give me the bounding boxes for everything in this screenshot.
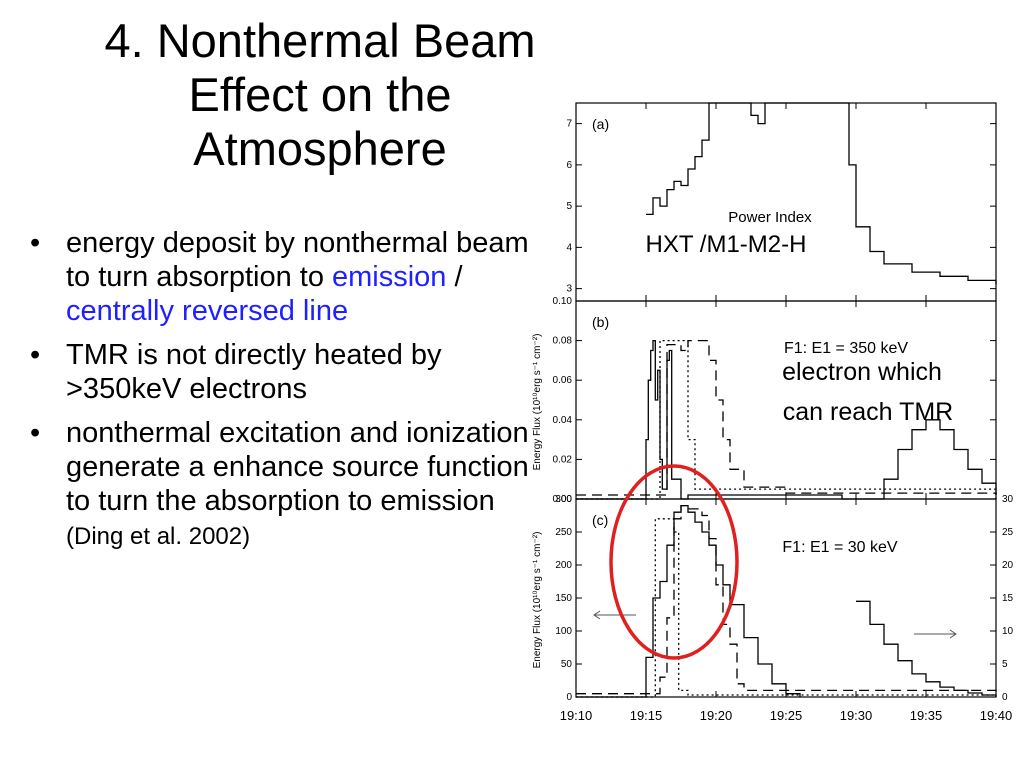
y-tick-label: 0 bbox=[566, 692, 572, 703]
bullet-glyph: • bbox=[30, 339, 41, 371]
y-tick-label: 200 bbox=[555, 560, 572, 571]
panel-frame bbox=[575, 102, 997, 302]
bullet-item-1: • energy deposit by nonthermal beam to t… bbox=[24, 226, 534, 328]
panel-annotation: F1: E1 = 350 keV bbox=[784, 340, 908, 357]
left-axis-arrow bbox=[593, 610, 636, 620]
y-tick-label: 7 bbox=[566, 119, 572, 130]
x-tick-label: 19:15 bbox=[630, 708, 663, 723]
panel-b: 0.00 0.02 0.04 0.06 0.08 0.10 (b) F1: E1 = 350 … bbox=[532, 296, 997, 505]
x-tick-label: 19:35 bbox=[910, 708, 943, 723]
series-line-solid bbox=[646, 102, 997, 285]
y-axis-label: Energy Flux (10¹⁰erg s⁻¹ cm⁻²) bbox=[532, 532, 543, 669]
slide-title: 4. Nonthermal Beam Effect on the Atmosph… bbox=[40, 14, 600, 176]
series-line-dashed bbox=[576, 339, 997, 496]
panel-frame bbox=[575, 498, 997, 698]
y-tick-label: 0.04 bbox=[553, 415, 573, 426]
y2-tick-label: 0 bbox=[1002, 692, 1008, 703]
bullet-text: TMR is not directly heated by >350keV el… bbox=[66, 339, 442, 405]
bullet-highlight-emission: emission bbox=[332, 261, 447, 293]
x-tick-label: 19:40 bbox=[980, 708, 1013, 723]
y-tick-label: 3 bbox=[566, 284, 572, 295]
y2-tick-label: 30 bbox=[1002, 494, 1014, 505]
bullet-text: energy deposit by nonthermal beam to tur… bbox=[66, 227, 529, 293]
x-tick-label: 19:25 bbox=[770, 708, 803, 723]
series-line-dashed bbox=[576, 504, 997, 695]
panel-a: 3 4 5 6 7 (a) Power Index HXT /M1-M2-H bbox=[566, 102, 997, 302]
overlay-label: HXT /M1-M2-H bbox=[646, 231, 807, 258]
y-tick-label: 0.00 bbox=[553, 494, 573, 505]
bullet-text: nonthermal excitation and ionization gen… bbox=[66, 417, 529, 517]
bullet-list: • energy deposit by nonthermal beam to t… bbox=[24, 226, 534, 564]
panel-c: 0 50 100 150 200 250 300 0 5 10 15 20 25 30 (c) F1: E1 … bbox=[532, 494, 1014, 723]
overlay bbox=[609, 464, 739, 660]
y2-tick-label: 5 bbox=[1002, 659, 1008, 670]
panel-label: (b) bbox=[592, 314, 609, 330]
y-tick-label: 100 bbox=[555, 626, 572, 637]
right-axis-arrow bbox=[914, 629, 957, 639]
series-line-dotted bbox=[576, 339, 997, 500]
bullet-citation: (Ding et al. 2002) bbox=[66, 523, 251, 550]
series-line-solid bbox=[576, 339, 997, 500]
y-tick-label: 6 bbox=[566, 160, 572, 171]
bullet-item-3: • nonthermal excitation and ionization g… bbox=[24, 416, 534, 554]
bullet-highlight-reversed-line: centrally reversed line bbox=[66, 295, 349, 327]
y-tick-label: 0.06 bbox=[553, 375, 573, 386]
bullet-text: / bbox=[446, 261, 463, 293]
y-tick-label: 4 bbox=[566, 242, 572, 253]
bullet-glyph: • bbox=[30, 417, 41, 449]
title-line-2: Effect on the bbox=[188, 68, 452, 121]
y-tick-label: 300 bbox=[555, 494, 572, 505]
panel-label: (c) bbox=[592, 512, 608, 528]
y2-tick-label: 20 bbox=[1002, 560, 1014, 571]
y-tick-label: 0.08 bbox=[553, 336, 573, 347]
x-tick-label: 19:10 bbox=[560, 708, 593, 723]
panel-annotation: Power Index bbox=[728, 209, 812, 226]
series-line-solid bbox=[856, 600, 997, 697]
overlay-label-line: electron which bbox=[782, 358, 942, 386]
x-tick-label: 19:20 bbox=[700, 708, 733, 723]
series-line-solid bbox=[576, 504, 801, 698]
y-tick-label: 5 bbox=[566, 201, 572, 212]
highlight-ellipse bbox=[609, 464, 739, 660]
y-tick-label: 0.10 bbox=[553, 296, 573, 307]
series-line-dotted bbox=[576, 518, 997, 698]
y2-tick-label: 10 bbox=[1002, 626, 1014, 637]
bullet-item-2: • TMR is not directly heated by >350keV … bbox=[24, 338, 534, 406]
overlay-label-line: can reach TMR bbox=[783, 398, 953, 426]
y-tick-label: 50 bbox=[561, 659, 573, 670]
x-tick-label: 19:30 bbox=[840, 708, 873, 723]
y-tick-label: 250 bbox=[555, 527, 572, 538]
y2-tick-label: 15 bbox=[1002, 593, 1014, 604]
y2-tick-label: 25 bbox=[1002, 527, 1014, 538]
panel-annotation: F1: E1 = 30 keV bbox=[782, 539, 898, 556]
y-axis-label: Energy Flux (10¹⁰erg s⁻¹ cm⁻²) bbox=[532, 334, 543, 471]
y-tick-label: 150 bbox=[555, 593, 572, 604]
title-line-1: 4. Nonthermal Beam bbox=[104, 14, 536, 67]
y-tick-label: 0.02 bbox=[553, 454, 573, 465]
panel-label: (a) bbox=[592, 116, 609, 132]
title-line-3: Atmosphere bbox=[193, 122, 447, 175]
bullet-glyph: • bbox=[30, 227, 41, 259]
